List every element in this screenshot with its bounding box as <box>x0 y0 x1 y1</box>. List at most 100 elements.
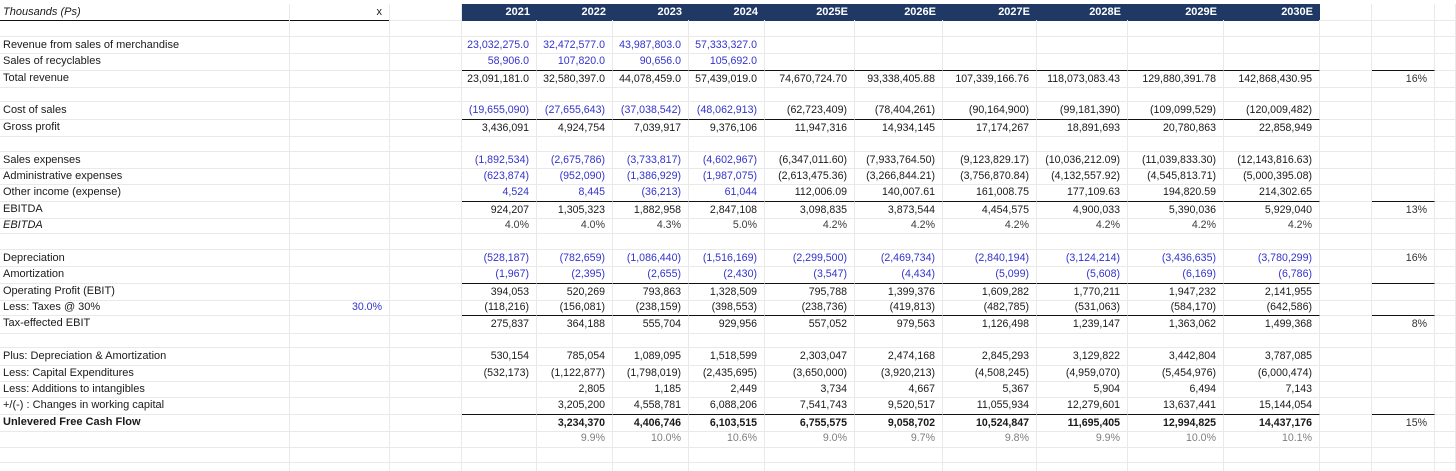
empty-cell[interactable] <box>390 233 462 250</box>
empty-cell[interactable] <box>1320 20 1372 37</box>
empty-cell[interactable] <box>290 380 390 399</box>
empty-cell[interactable] <box>290 430 390 448</box>
empty-cell[interactable] <box>290 331 390 349</box>
cell-cell-2028e[interactable]: 9.9% <box>1037 430 1128 448</box>
cell-total-revenue-2027e[interactable]: 107,339,166.76 <box>943 69 1037 88</box>
empty-cell[interactable] <box>1128 446 1224 463</box>
empty-cell[interactable] <box>290 85 390 103</box>
cell-operating-profit-ebit-2030e[interactable]: 2,141,955 <box>1224 282 1320 302</box>
empty-cell[interactable] <box>390 20 462 37</box>
cell-changes-in-working-capital-2027e[interactable]: 11,055,934 <box>943 397 1037 415</box>
cell-sales-expenses-2028e[interactable]: (10,036,212.09) <box>1037 151 1128 169</box>
empty-cell[interactable] <box>1037 233 1128 250</box>
cell-unlevered-free-cash-flow-2029e[interactable]: 12,994,825 <box>1128 413 1224 433</box>
cell-sales-of-recyclables-2026e[interactable] <box>855 53 943 71</box>
cell-ebitda-2022[interactable]: 4.0% <box>537 217 613 235</box>
cell-depreciation-2024[interactable]: (1,516,169) <box>689 249 765 268</box>
empty-cell[interactable] <box>1320 36 1372 55</box>
empty-cell[interactable] <box>1320 299 1372 317</box>
year-header-2024[interactable]: 2024 <box>689 4 765 22</box>
cell-plus-depreciation-amortization-2025e[interactable]: 2,303,047 <box>765 348 855 366</box>
cell-ebitda-2030e[interactable]: 4.2% <box>1224 217 1320 235</box>
cell-gross-profit-2024[interactable]: 9,376,106 <box>689 118 765 138</box>
empty-cell[interactable] <box>390 348 462 366</box>
cell-total-revenue-2021[interactable]: 23,091,181.0 <box>462 69 537 88</box>
row-label-cell[interactable] <box>0 430 290 448</box>
row-label-cost-of-sales[interactable]: Cost of sales <box>0 102 290 120</box>
cell-less-taxes-30-2025e[interactable]: (238,736) <box>765 299 855 317</box>
empty-cell[interactable] <box>855 446 943 463</box>
empty-cell[interactable] <box>613 233 689 250</box>
cell-operating-profit-ebit-2026e[interactable]: 1,399,376 <box>855 282 943 302</box>
empty-cell[interactable] <box>1372 266 1435 284</box>
empty-cell[interactable] <box>0 135 290 152</box>
empty-cell[interactable] <box>1320 462 1372 471</box>
cell-less-additions-to-intangibles-2026e[interactable]: 4,667 <box>855 380 943 399</box>
empty-cell[interactable] <box>943 233 1037 250</box>
growth-pct-depreciation[interactable]: 16% <box>1372 249 1435 268</box>
empty-cell[interactable] <box>1320 282 1372 302</box>
cell-sales-expenses-2027e[interactable]: (9,123,829.17) <box>943 151 1037 169</box>
cell-sales-of-recyclables-2027e[interactable] <box>943 53 1037 71</box>
empty-cell[interactable] <box>1320 446 1372 463</box>
empty-cell[interactable] <box>765 233 855 250</box>
growth-pct-tax-effected-ebit[interactable]: 8% <box>1372 315 1435 334</box>
empty-cell[interactable] <box>1372 233 1435 250</box>
empty-cell[interactable] <box>1320 217 1372 235</box>
empty-cell[interactable] <box>290 20 390 37</box>
cell-ebitda-2028e[interactable]: 4,900,033 <box>1037 200 1128 220</box>
empty-cell[interactable] <box>1224 20 1320 37</box>
empty-cell[interactable] <box>1320 397 1372 415</box>
empty-cell[interactable] <box>1435 462 1456 471</box>
cell-plus-depreciation-amortization-2029e[interactable]: 3,442,804 <box>1128 348 1224 366</box>
empty-cell[interactable] <box>855 85 943 103</box>
cell-depreciation-2028e[interactable]: (3,124,214) <box>1037 249 1128 268</box>
cell-revenue-from-sales-of-merchandise-2023[interactable]: 43,987,803.0 <box>613 36 689 55</box>
cell-administrative-expenses-2028e[interactable]: (4,132,557.92) <box>1037 167 1128 186</box>
row-label-administrative-expenses[interactable]: Administrative expenses <box>0 167 290 186</box>
cell-administrative-expenses-2025e[interactable]: (2,613,475.36) <box>765 167 855 186</box>
cell-total-revenue-2023[interactable]: 44,078,459.0 <box>613 69 689 88</box>
cell-revenue-from-sales-of-merchandise-2022[interactable]: 32,472,577.0 <box>537 36 613 55</box>
cell-operating-profit-ebit-2023[interactable]: 793,863 <box>613 282 689 302</box>
empty-cell[interactable] <box>462 331 537 349</box>
empty-cell[interactable] <box>462 446 537 463</box>
empty-cell[interactable] <box>390 462 462 471</box>
cell-plus-depreciation-amortization-2021[interactable]: 530,154 <box>462 348 537 366</box>
empty-cell[interactable] <box>765 446 855 463</box>
empty-cell[interactable] <box>290 397 390 415</box>
cell-cost-of-sales-2024[interactable]: (48,062,913) <box>689 102 765 120</box>
cell-other-income-expense-2023[interactable]: (36,213) <box>613 184 689 202</box>
empty-cell[interactable] <box>1037 462 1128 471</box>
empty-cell[interactable] <box>1372 397 1435 415</box>
empty-cell[interactable] <box>390 266 462 284</box>
cell-revenue-from-sales-of-merchandise-2030e[interactable] <box>1224 36 1320 55</box>
cell-unlevered-free-cash-flow-2025e[interactable]: 6,755,575 <box>765 413 855 433</box>
empty-cell[interactable] <box>1320 184 1372 202</box>
cell-less-additions-to-intangibles-2025e[interactable]: 3,734 <box>765 380 855 399</box>
empty-cell[interactable] <box>1320 167 1372 186</box>
empty-cell[interactable] <box>1435 266 1456 284</box>
row-label-plus-depreciation-amortization[interactable]: Plus: Depreciation & Amortization <box>0 348 290 366</box>
cell-operating-profit-ebit-2025e[interactable]: 795,788 <box>765 282 855 302</box>
empty-cell[interactable] <box>1435 184 1456 202</box>
cell-less-capital-expenditures-2021[interactable]: (532,173) <box>462 364 537 382</box>
cell-amortization-2024[interactable]: (2,430) <box>689 266 765 284</box>
empty-cell[interactable] <box>1372 462 1435 471</box>
cell-plus-depreciation-amortization-2022[interactable]: 785,054 <box>537 348 613 366</box>
cell-tax-effected-ebit-2022[interactable]: 364,188 <box>537 315 613 334</box>
multiplier-cell[interactable]: x <box>290 4 390 22</box>
empty-cell[interactable] <box>1128 135 1224 152</box>
cell-less-additions-to-intangibles-2021[interactable] <box>462 380 537 399</box>
cell-administrative-expenses-2026e[interactable]: (3,266,844.21) <box>855 167 943 186</box>
cell-other-income-expense-2027e[interactable]: 161,008.75 <box>943 184 1037 202</box>
empty-cell[interactable] <box>613 331 689 349</box>
empty-cell[interactable] <box>390 299 462 317</box>
cell-cost-of-sales-2027e[interactable]: (90,164,900) <box>943 102 1037 120</box>
empty-cell[interactable] <box>1320 200 1372 220</box>
empty-cell[interactable] <box>1372 331 1435 349</box>
empty-cell[interactable] <box>290 36 390 55</box>
empty-cell[interactable] <box>290 266 390 284</box>
cell-revenue-from-sales-of-merchandise-2025e[interactable] <box>765 36 855 55</box>
growth-pct-unlevered-free-cash-flow[interactable]: 15% <box>1372 413 1435 433</box>
